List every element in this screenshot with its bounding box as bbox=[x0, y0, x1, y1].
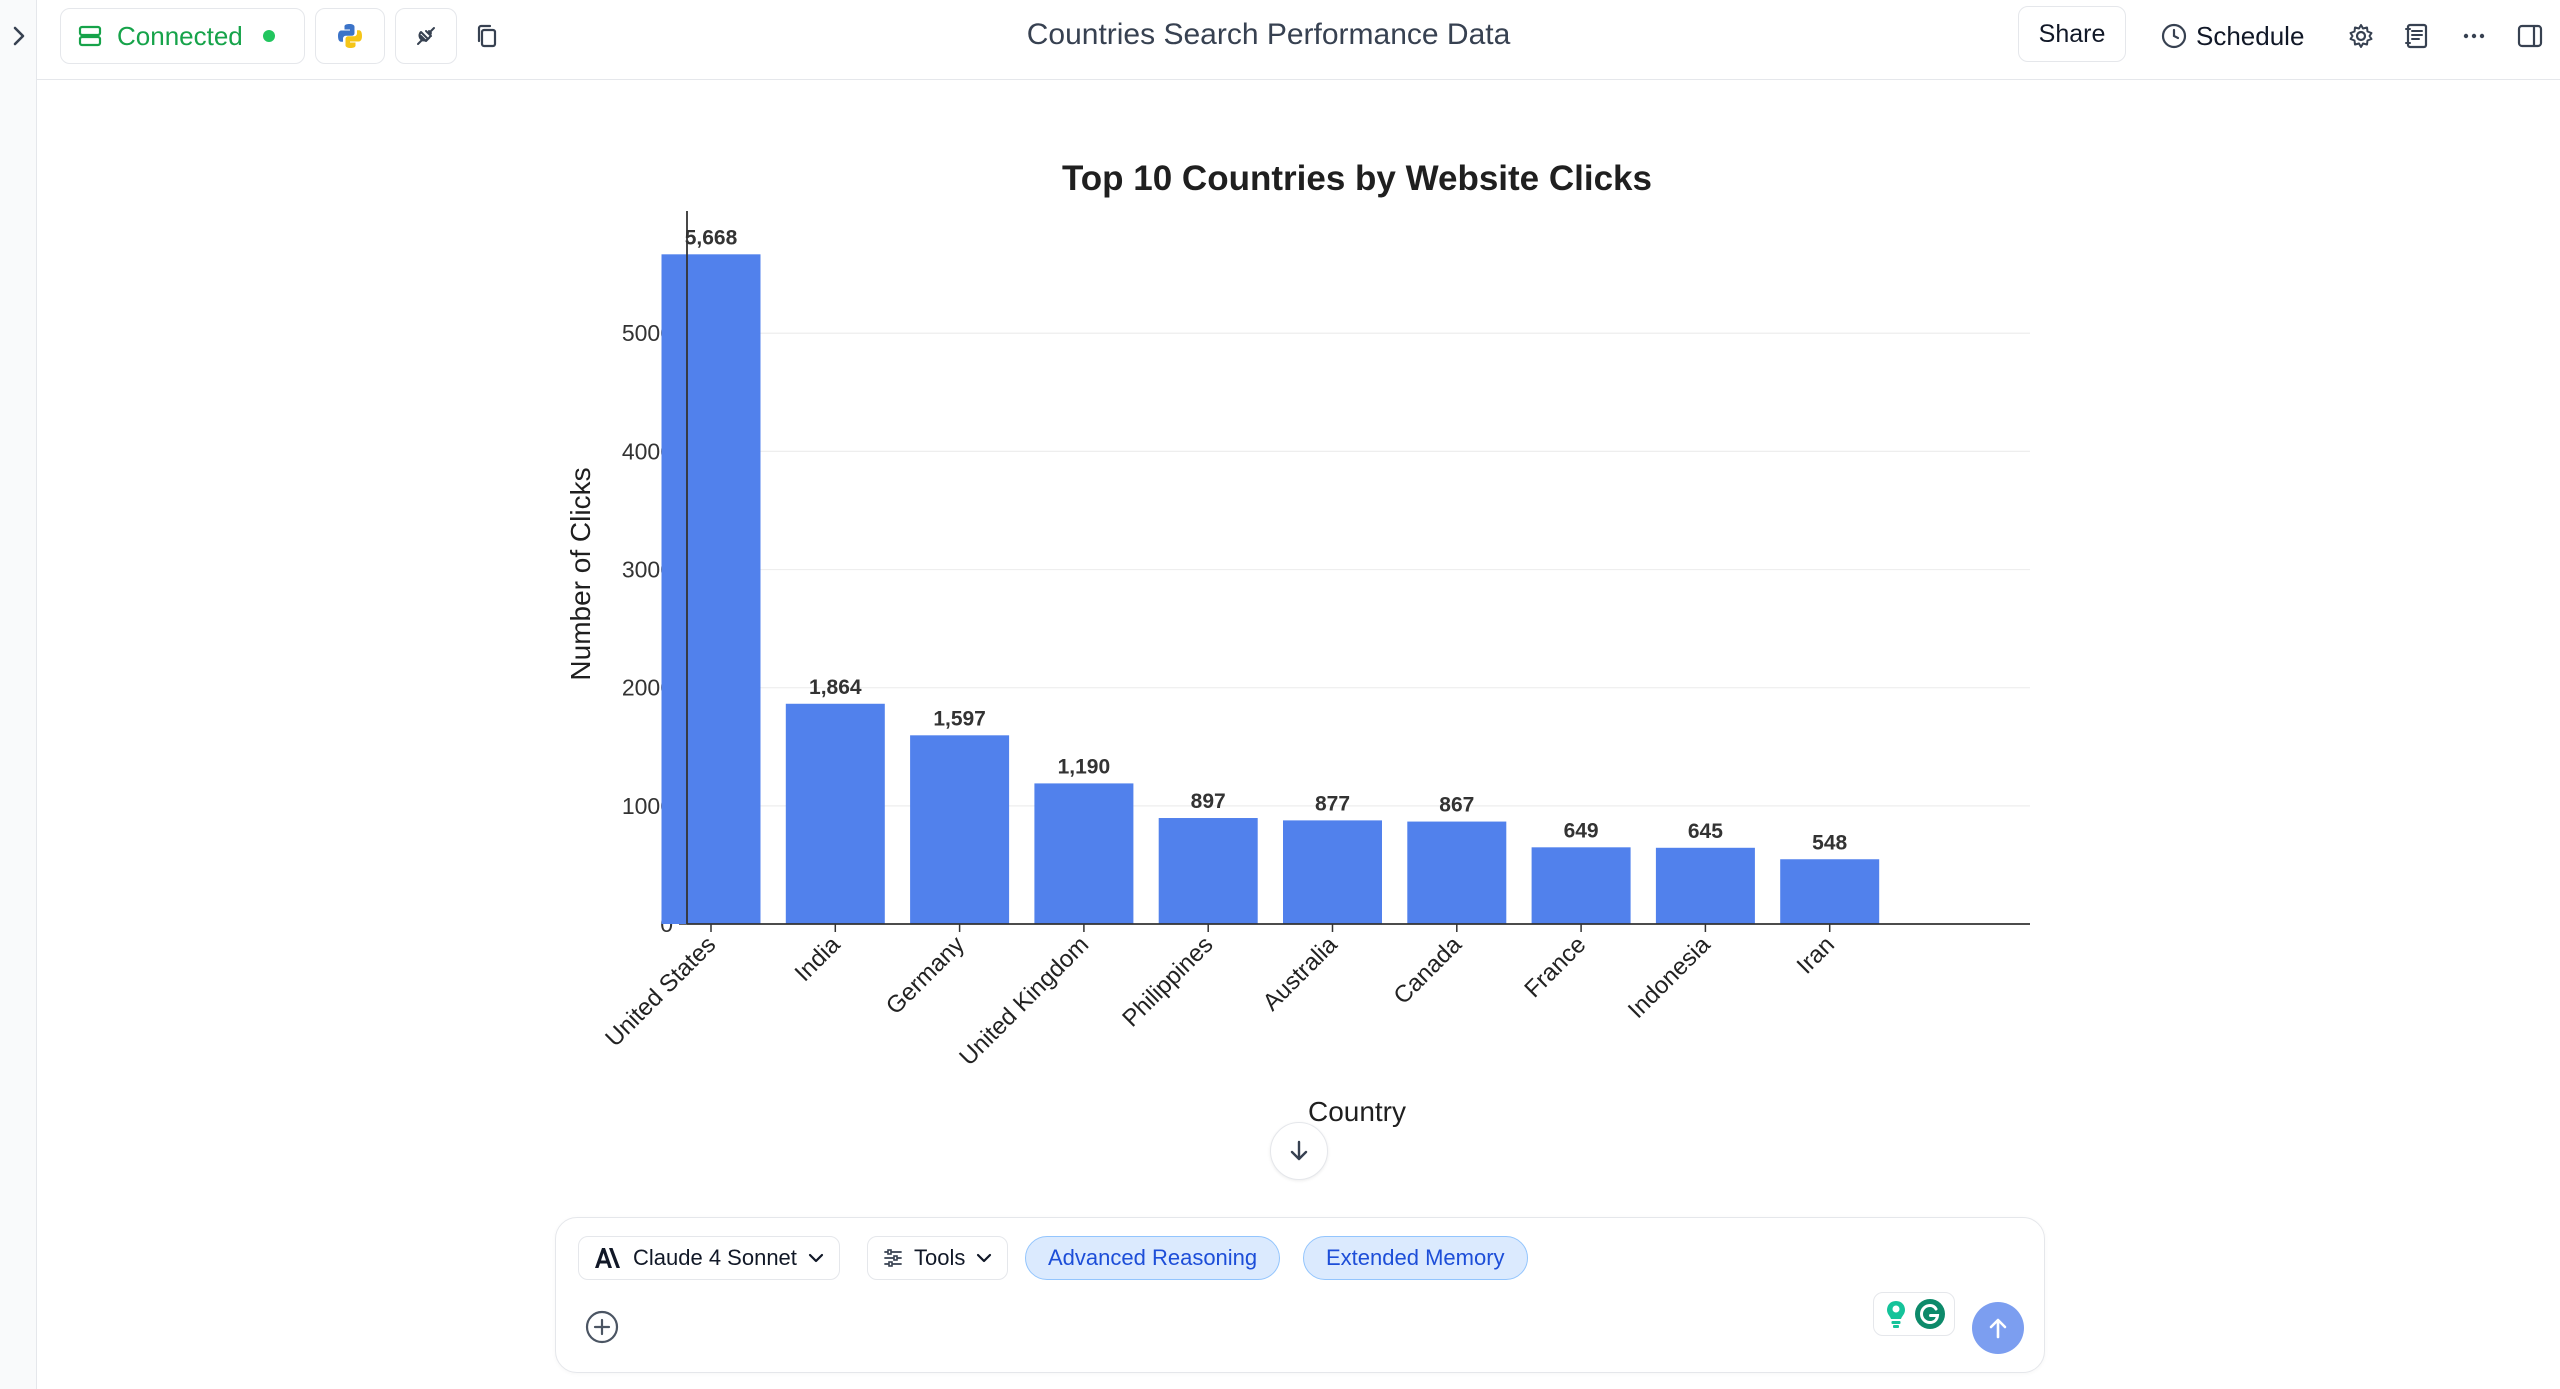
model-label: Claude 4 Sonnet bbox=[633, 1245, 797, 1270]
sidebar-panel-icon bbox=[2517, 24, 2543, 48]
bar-value-label: 897 bbox=[1191, 790, 1226, 813]
message-composer: Claude 4 Sonnet Tools Advanced Reasoning… bbox=[555, 1217, 2045, 1373]
plug-icon bbox=[417, 27, 435, 45]
chevron-down-icon bbox=[977, 1253, 992, 1263]
bar bbox=[1158, 818, 1258, 924]
bar-value-label: 877 bbox=[1315, 792, 1350, 815]
x-tick-label: Canada bbox=[1388, 931, 1467, 1010]
x-axis-label: Country bbox=[1308, 1096, 1406, 1127]
page-title: Countries Search Performance Data bbox=[1026, 18, 1511, 51]
more-horizontal-icon bbox=[2463, 33, 2485, 39]
x-tick-label: India bbox=[790, 931, 846, 987]
database-icon bbox=[78, 25, 102, 47]
connected-status-dot bbox=[262, 30, 275, 42]
bar-value-label: 649 bbox=[1564, 819, 1599, 842]
x-tick-label: Indonesia bbox=[1623, 931, 1716, 1024]
left-rail bbox=[0, 0, 37, 1389]
notebook-button[interactable] bbox=[2399, 18, 2435, 54]
send-button[interactable] bbox=[1972, 1302, 2024, 1354]
x-tick-label: France bbox=[1519, 931, 1591, 1003]
plug-button[interactable] bbox=[395, 8, 457, 64]
bar bbox=[661, 254, 761, 924]
bar-value-label: 5,668 bbox=[685, 226, 738, 249]
python-button[interactable] bbox=[315, 8, 385, 64]
notebook-icon bbox=[2405, 23, 2428, 49]
bar bbox=[785, 703, 885, 924]
bar-value-label: 867 bbox=[1439, 794, 1474, 817]
schedule-button[interactable]: Schedule bbox=[2160, 18, 2304, 54]
plus-circle-icon bbox=[585, 1310, 619, 1344]
copy-button[interactable] bbox=[469, 18, 505, 54]
x-tick-label: United Kingdom bbox=[954, 931, 1094, 1071]
chevron-down-icon bbox=[808, 1253, 824, 1263]
tools-label: Tools bbox=[914, 1245, 966, 1270]
expand-sidebar-button[interactable] bbox=[8, 22, 30, 50]
y-axis-label: Number of Clicks bbox=[565, 467, 596, 680]
schedule-label: Schedule bbox=[2196, 20, 2305, 51]
bar-value-label: 645 bbox=[1688, 820, 1723, 843]
anthropic-logo-icon bbox=[595, 1248, 620, 1268]
bar bbox=[1407, 821, 1507, 924]
bar bbox=[1283, 820, 1382, 924]
chevron-right-icon bbox=[13, 26, 25, 46]
tools-selector[interactable]: Tools bbox=[867, 1236, 1009, 1280]
connection-status-button[interactable]: Connected bbox=[60, 8, 305, 64]
clock-icon bbox=[2161, 23, 2187, 49]
grammarly-widget[interactable] bbox=[1873, 1292, 1955, 1336]
settings-button[interactable] bbox=[2343, 18, 2379, 54]
connected-label: Connected bbox=[117, 20, 243, 51]
x-tick-label: Iran bbox=[1792, 931, 1840, 979]
arrow-down-icon bbox=[1290, 1140, 1308, 1161]
bar bbox=[1655, 847, 1755, 924]
top-bar: Connected Countries Search Performance D… bbox=[37, 0, 2560, 80]
gear-icon bbox=[2349, 24, 2373, 48]
arrow-up-icon bbox=[1989, 1318, 2007, 1339]
grammarly-icon bbox=[1915, 1299, 1945, 1329]
x-tick-label: Philippines bbox=[1117, 931, 1218, 1032]
bar-value-label: 1,864 bbox=[809, 676, 862, 699]
bar bbox=[1531, 847, 1631, 924]
extended-memory-chip[interactable]: Extended Memory bbox=[1303, 1236, 1528, 1280]
bar-value-label: 1,190 bbox=[1058, 755, 1111, 778]
bar-value-label: 548 bbox=[1812, 831, 1847, 854]
bar-value-label: 1,597 bbox=[933, 707, 986, 730]
scroll-to-bottom-button[interactable] bbox=[1270, 1122, 1328, 1180]
bar bbox=[910, 735, 1010, 924]
chart-title: Top 10 Countries by Website Clicks bbox=[1062, 159, 1652, 198]
x-tick-label: Australia bbox=[1258, 931, 1344, 1017]
add-attachment-button[interactable] bbox=[582, 1307, 622, 1347]
bar bbox=[1780, 859, 1880, 924]
python-icon bbox=[338, 24, 362, 48]
x-tick-label: Germany bbox=[881, 931, 970, 1020]
lightbulb-icon bbox=[1887, 1301, 1905, 1328]
share-button[interactable]: Share bbox=[2018, 6, 2126, 62]
advanced-reasoning-chip[interactable]: Advanced Reasoning bbox=[1025, 1236, 1281, 1280]
more-options-button[interactable] bbox=[2456, 18, 2492, 54]
model-selector[interactable]: Claude 4 Sonnet bbox=[578, 1236, 840, 1280]
copy-icon bbox=[477, 24, 497, 48]
bar bbox=[1034, 783, 1134, 924]
toggle-panel-button[interactable] bbox=[2512, 18, 2548, 54]
x-tick-label: United States bbox=[600, 931, 721, 1052]
sliders-icon bbox=[884, 1249, 902, 1267]
